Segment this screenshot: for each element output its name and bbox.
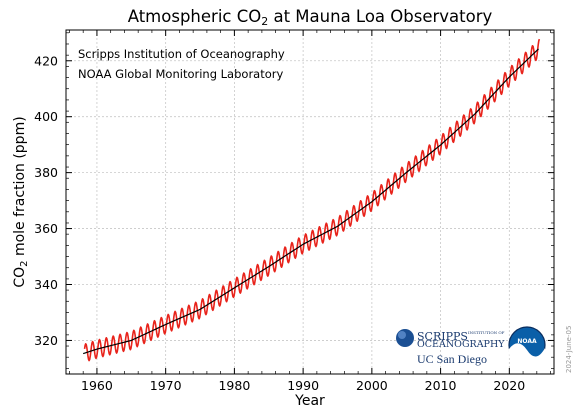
- noaa-logo: NOAA: [508, 326, 546, 370]
- grid-lines: [66, 30, 554, 374]
- y-tick-label: 360: [34, 221, 58, 236]
- x-tick-label: 1980: [218, 378, 250, 393]
- x-tick-label: 2010: [425, 378, 457, 393]
- scripps-logo-line3: OCEANOGRAPHY: [417, 339, 505, 350]
- x-tick-label: 2000: [356, 378, 388, 393]
- series-layer: [82, 38, 541, 362]
- date-stamp: 2024-June-05: [565, 326, 573, 373]
- x-tick-label: 1960: [81, 378, 113, 393]
- y-axis-label: CO2 mole fraction (ppm): [12, 116, 30, 287]
- y-tick-label: 340: [34, 277, 58, 292]
- chart-title: Atmospheric CO2 at Mauna Loa Observatory: [128, 7, 493, 28]
- axis-ticks: 1960 1970 1980 1990 2000 2010 2020 320 340 360 380…: [34, 30, 554, 393]
- plot-frame: [65, 29, 555, 375]
- noaa-logo-text: NOAA: [517, 338, 537, 345]
- series-monthly-line: [83, 38, 541, 362]
- y-tick-label: 400: [34, 109, 58, 124]
- scripps-logo-word: SCRIPPS: [417, 330, 468, 343]
- scripps-logo: SCRIPPS INSTITUTION OF OCEANOGRAPHY UC S…: [396, 329, 505, 366]
- series-trend-line: [82, 48, 539, 355]
- y-tick-label: 380: [34, 165, 58, 180]
- ucsd-logo: UC San Diego: [417, 352, 487, 366]
- y-tick-label: 320: [34, 333, 58, 348]
- y-tick-label: 420: [34, 53, 58, 68]
- scripps-globe-icon: [396, 329, 414, 347]
- credit-scripps: Scripps Institution of Oceanography: [78, 47, 285, 61]
- credit-noaa: NOAA Global Monitoring Laboratory: [78, 67, 283, 81]
- x-tick-label: 1970: [150, 378, 182, 393]
- x-tick-label: 1990: [287, 378, 319, 393]
- x-tick-label: 2020: [493, 378, 525, 393]
- scripps-logo-line2: INSTITUTION OF: [468, 330, 505, 335]
- x-axis-label: Year: [294, 393, 325, 409]
